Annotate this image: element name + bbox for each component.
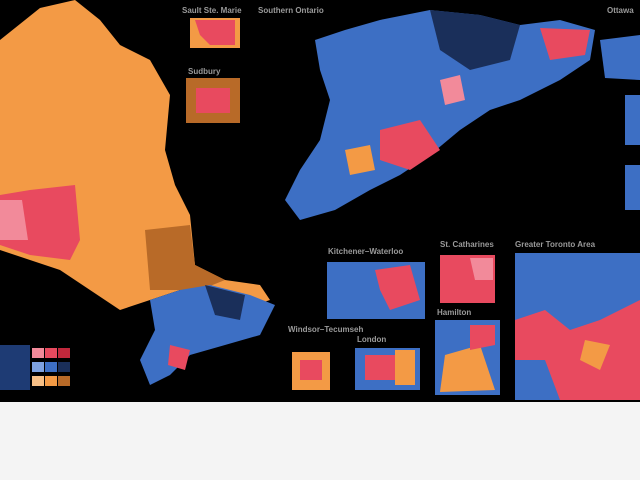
central-ridings xyxy=(168,345,190,370)
inset-label: Kitchener–Waterloo xyxy=(328,247,403,256)
inset-label: Ottawa xyxy=(607,6,634,15)
inset-ridings xyxy=(580,340,610,370)
north-ridings xyxy=(0,200,28,240)
south-ridings xyxy=(430,10,520,70)
inset-ridings xyxy=(195,20,235,45)
legend-swatch xyxy=(58,348,70,358)
right-inset xyxy=(625,165,640,210)
inset-ridings xyxy=(375,265,420,310)
labels: Sault Ste. Marie Southern Ontario Sudbur… xyxy=(182,6,634,344)
inset-label: St. Catharines xyxy=(440,240,494,249)
inset-label: Windsor–Tecumseh xyxy=(288,325,363,334)
legend xyxy=(0,345,70,390)
inset-ridings xyxy=(196,88,230,113)
right-inset xyxy=(625,95,640,145)
legend-swatch xyxy=(32,376,44,386)
inset-label: Hamilton xyxy=(437,308,471,317)
inset-ridings xyxy=(515,360,560,400)
inset-ridings xyxy=(470,258,493,280)
inset-label: London xyxy=(357,335,386,344)
legend-swatch xyxy=(32,348,44,358)
inset-ridings xyxy=(515,253,640,330)
south-ridings xyxy=(345,145,375,175)
legend-swatch xyxy=(58,362,70,372)
inset-ridings xyxy=(395,350,415,385)
legend-swatch xyxy=(45,362,57,372)
legend-swatch xyxy=(58,376,70,386)
inset-ridings xyxy=(440,345,495,392)
south-ridings xyxy=(380,120,440,170)
constituency-list xyxy=(0,402,640,480)
legend-swatch xyxy=(45,348,57,358)
south-ridings xyxy=(540,28,590,60)
inset-label: Greater Toronto Area xyxy=(515,240,596,249)
legend-swatch xyxy=(32,362,44,372)
inset-ridings xyxy=(470,325,495,350)
legend-swatch xyxy=(45,376,57,386)
north-ridings xyxy=(145,225,225,290)
legend-box xyxy=(0,345,30,390)
south-ridings xyxy=(440,75,465,105)
ottawa-inset xyxy=(600,35,640,80)
central-ridings xyxy=(205,285,245,320)
inset-ridings xyxy=(365,355,400,380)
inset-ridings xyxy=(300,360,322,380)
inset-label: Sudbury xyxy=(188,67,221,76)
inset-label: Southern Ontario xyxy=(258,6,324,15)
inset-label: Sault Ste. Marie xyxy=(182,6,242,15)
